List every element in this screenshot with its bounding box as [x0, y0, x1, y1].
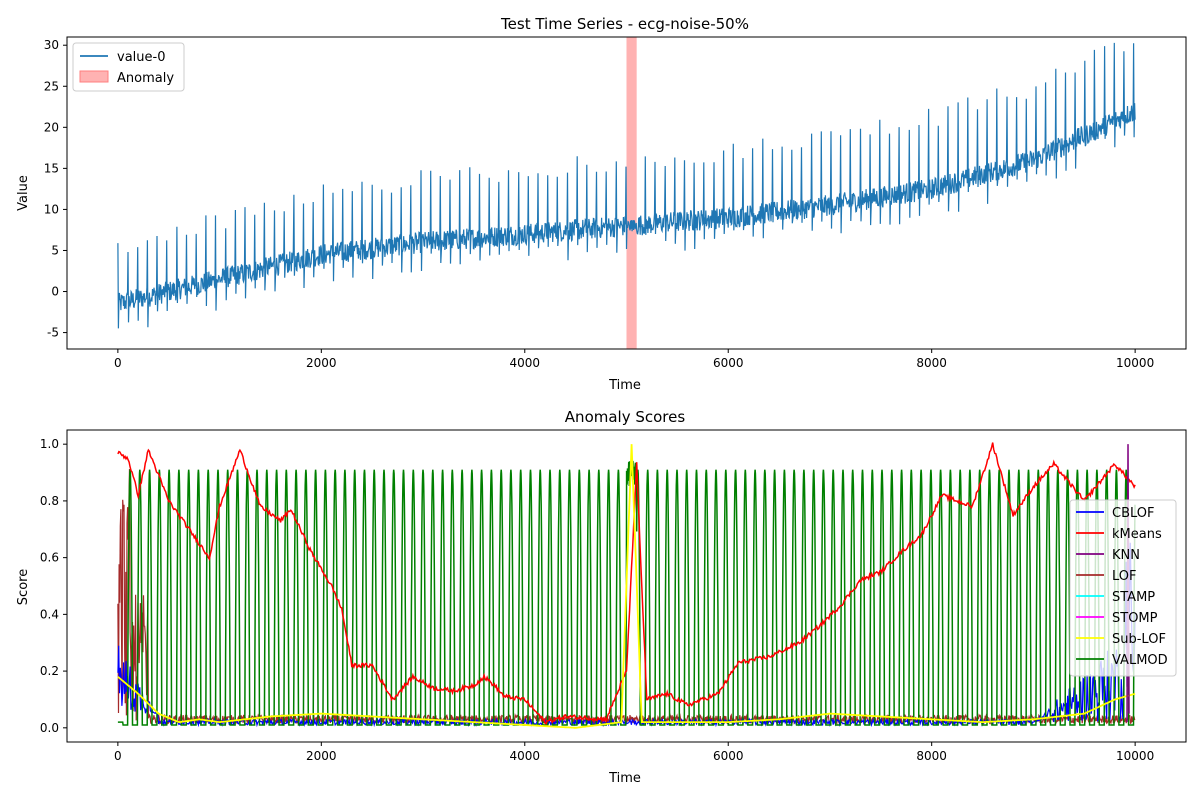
x-tick-label: 8000 [916, 356, 947, 370]
axes-frame [66, 36, 1187, 350]
top-plot-area [117, 37, 1136, 349]
x-tick-label: 4000 [509, 749, 540, 763]
legend-label-Sub-LOF: Sub-LOF [1112, 632, 1166, 647]
y-tick-label: 0.8 [40, 494, 59, 508]
x-tick-label: 0 [114, 356, 122, 370]
bottom-legend: CBLOF kMeans KNN LOF STAMP STOMP Sub-LOF VALMOD [1069, 499, 1177, 677]
top-chart-xlabel: Time [608, 378, 641, 393]
x-tick-label: 2000 [306, 356, 337, 370]
y-tick-label: 0.6 [40, 551, 59, 565]
y-tick-label: 5 [51, 243, 59, 257]
y-tick-label: 0.2 [40, 664, 59, 678]
top-chart-ylabel: Value [16, 175, 31, 211]
legend-label-STOMP: STOMP [1112, 611, 1158, 626]
y-tick-label: 1.0 [40, 437, 59, 451]
y-tick-label: -5 [47, 326, 59, 340]
y-tick-label: 0 [51, 285, 59, 299]
top-axes: 0 2000 4000 6000 8000 10000 -5 0 5 10 15 20 25 30 [44, 36, 1187, 370]
legend-label-CBLOF: CBLOF [1112, 506, 1155, 521]
y-tick-label: 10 [44, 202, 59, 216]
x-tick-label: 0 [114, 749, 122, 763]
series-line-VALMOD [117, 460, 1136, 726]
legend-label-anomaly: Anomaly [117, 71, 174, 86]
top-chart-title: Test Time Series - ecg-noise-50% [500, 15, 749, 33]
axes-frame [66, 429, 1187, 743]
y-tick-label: 30 [44, 38, 59, 52]
series-line-Sub-LOF [117, 444, 1136, 729]
panel-anomaly-scores: Anomaly Scores Score Time 0 2000 4000 6000 8… [16, 408, 1187, 786]
bottom-chart-ylabel: Score [16, 569, 31, 605]
bottom-plot-area [117, 442, 1136, 729]
legend-label-STAMP: STAMP [1112, 590, 1155, 605]
bottom-chart-xlabel: Time [608, 771, 641, 786]
x-tick-label: 6000 [713, 356, 744, 370]
legend-swatch-anomaly [79, 70, 109, 83]
y-tick-label: 15 [44, 161, 59, 175]
legend-label-value-0: value-0 [117, 50, 165, 65]
series-line-value-0 [117, 42, 1136, 329]
top-legend: value-0 Anomaly [72, 42, 185, 92]
legend-label-VALMOD: VALMOD [1112, 653, 1168, 668]
x-tick-label: 10000 [1116, 749, 1154, 763]
x-tick-label: 2000 [306, 749, 337, 763]
legend-label-LOF: LOF [1112, 569, 1137, 584]
legend-box [1069, 499, 1177, 677]
panel-time-series: Test Time Series - ecg-noise-50% Value T… [16, 15, 1187, 393]
y-tick-label: 0.0 [40, 721, 59, 735]
series-line-kMeans [117, 442, 1136, 725]
x-tick-label: 6000 [713, 749, 744, 763]
bottom-chart-title: Anomaly Scores [565, 408, 686, 426]
anomaly-region [626, 37, 637, 349]
y-tick-label: 0.4 [40, 607, 59, 621]
y-tick-label: 20 [44, 120, 59, 134]
bottom-axes: 0 2000 4000 6000 8000 10000 0.0 0.2 0.4 0.6 0.8 1.0 [40, 429, 1187, 763]
legend-label-kMeans: kMeans [1112, 527, 1162, 542]
x-tick-label: 10000 [1116, 356, 1154, 370]
legend-label-KNN: KNN [1112, 548, 1140, 563]
x-tick-label: 8000 [916, 749, 947, 763]
x-tick-label: 4000 [509, 356, 540, 370]
y-tick-label: 25 [44, 79, 59, 93]
